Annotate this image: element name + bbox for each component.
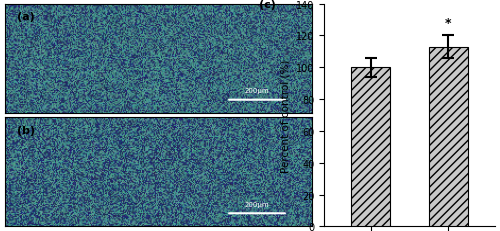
Text: 200μm: 200μm (244, 201, 270, 207)
Text: (a): (a) (18, 12, 35, 22)
Y-axis label: Percent of control (%): Percent of control (%) (280, 59, 290, 172)
Text: 200μm: 200μm (244, 88, 270, 94)
Text: (b): (b) (18, 125, 36, 135)
Text: *: * (445, 17, 452, 30)
Text: (c): (c) (260, 0, 276, 10)
Bar (352, 68, 390, 226)
Bar (429, 47, 468, 226)
